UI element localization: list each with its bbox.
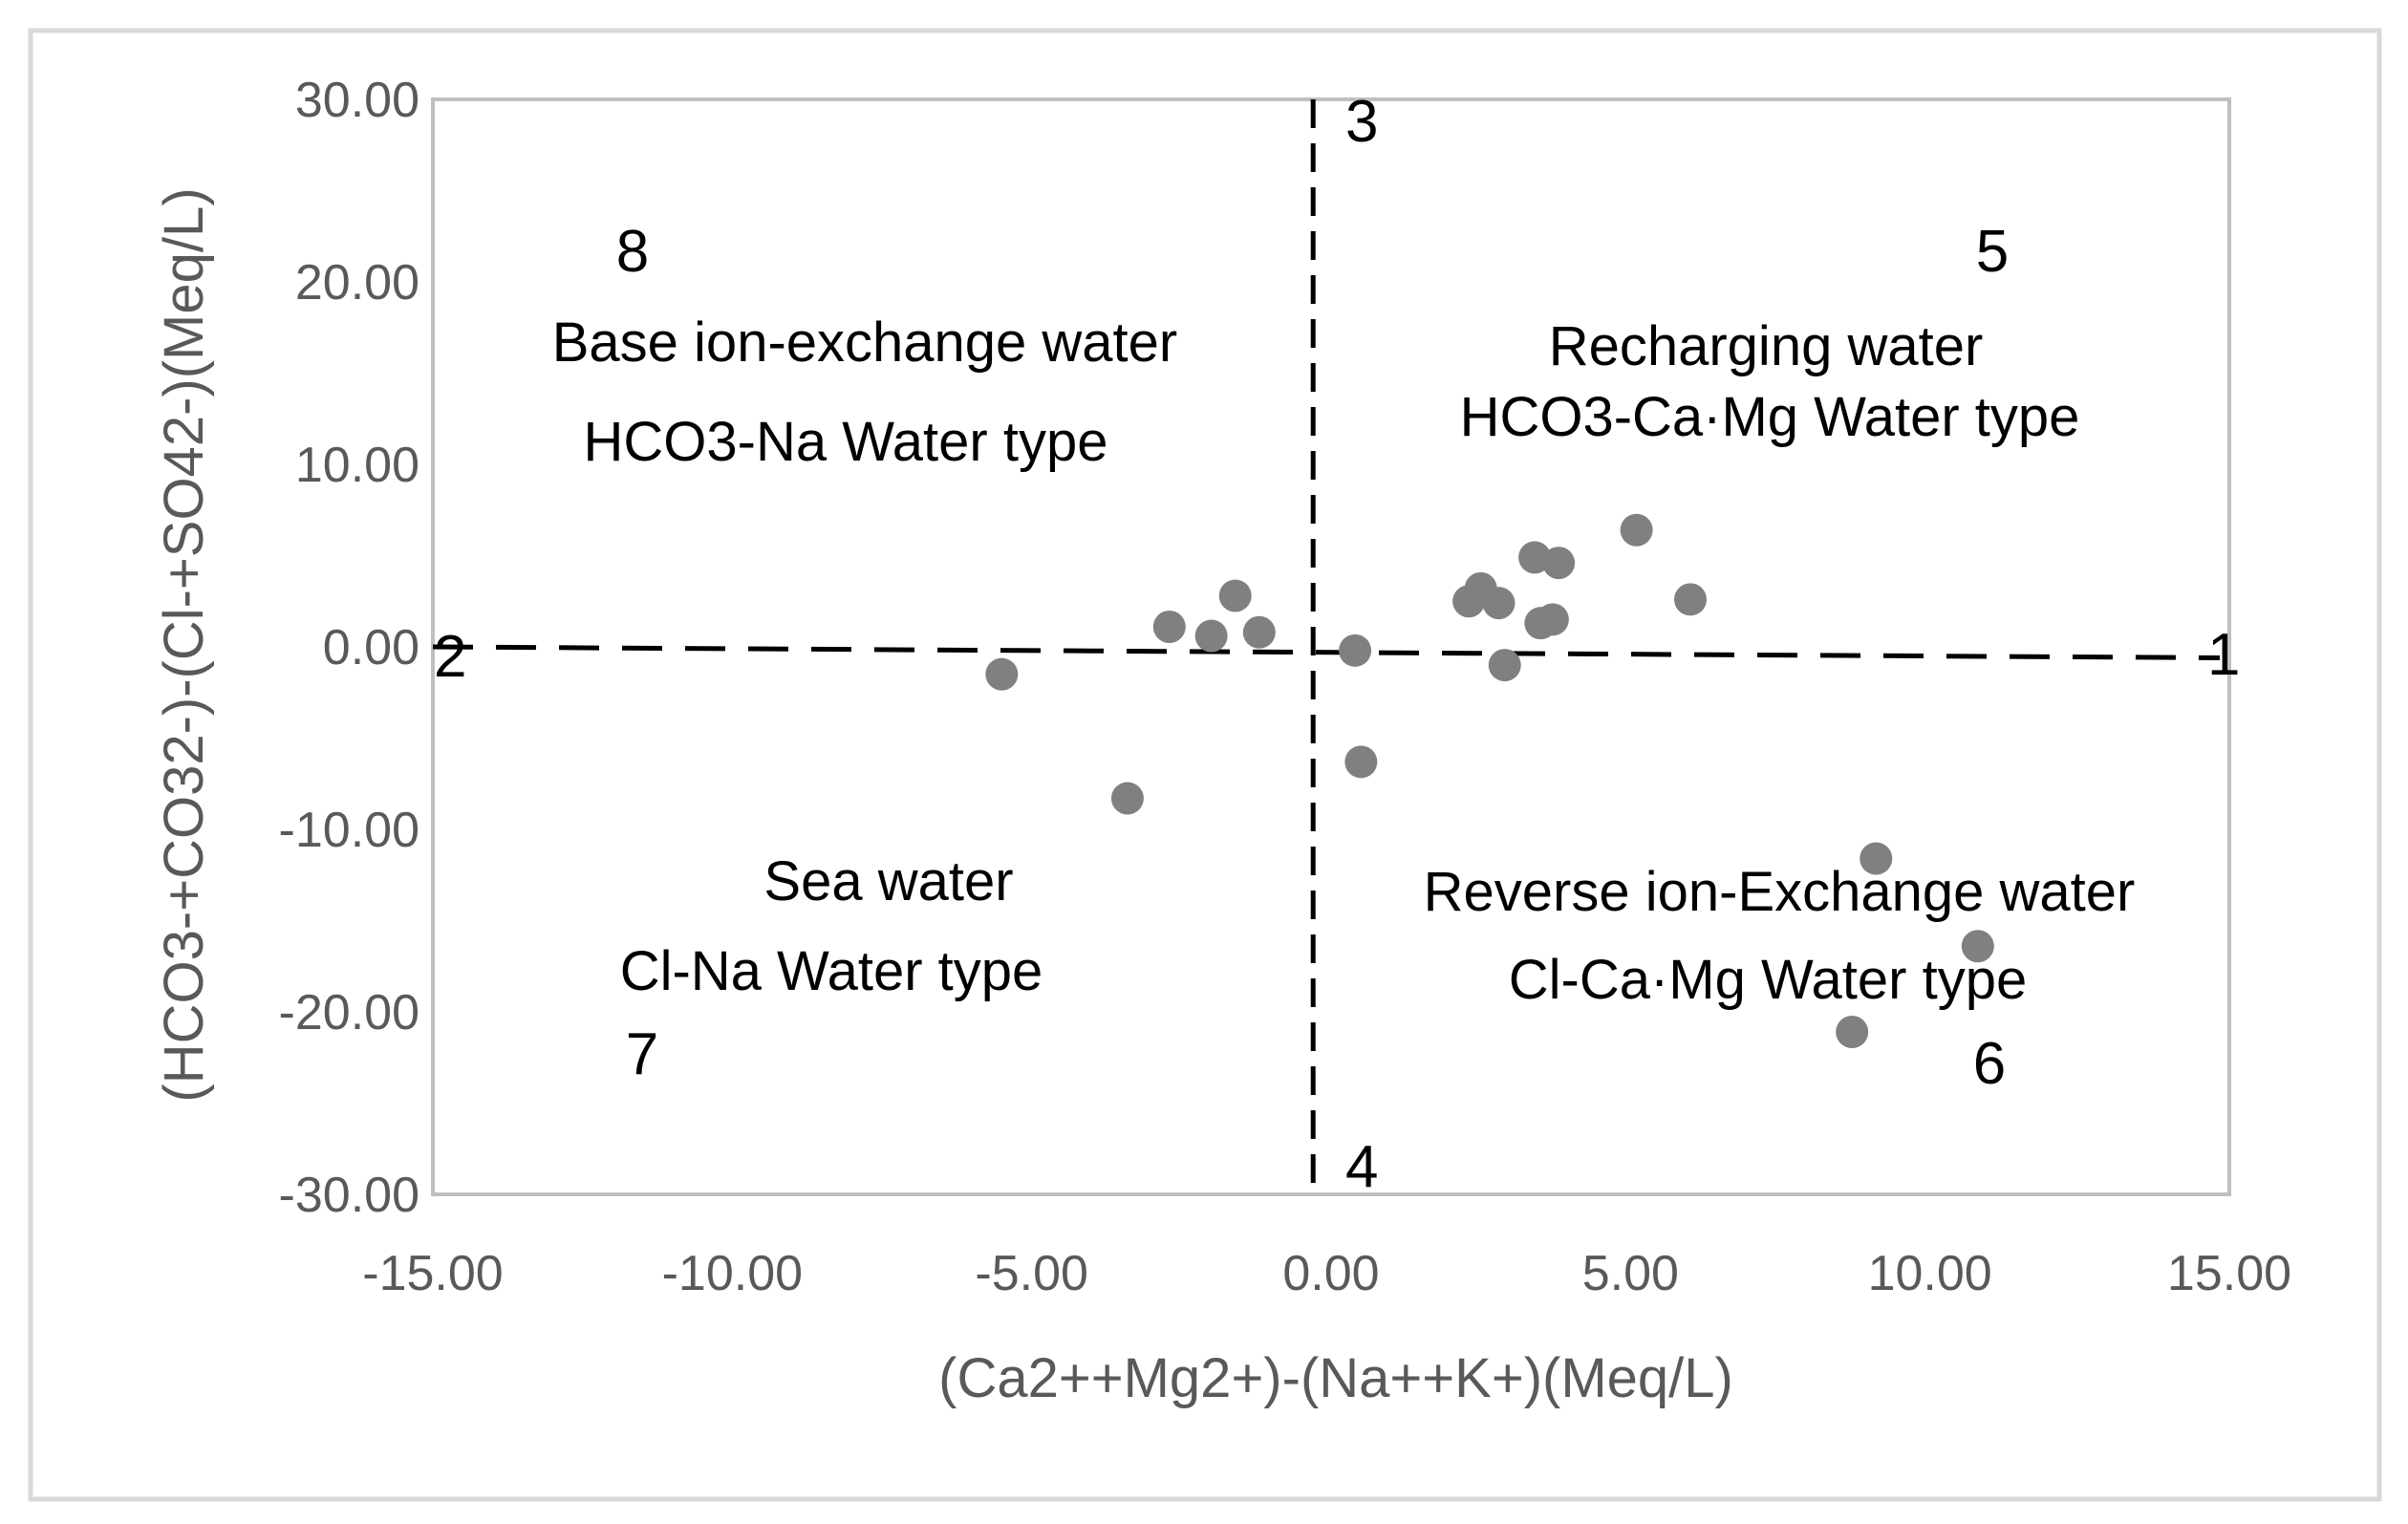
region-8-name: Base ion-exchange water (552, 311, 1178, 374)
region-6-name: Reverse ion-Exchange water (1424, 861, 2136, 923)
data-point (1836, 1016, 1869, 1049)
data-point (1482, 587, 1516, 620)
region-8-type: HCO3-Na Water type (584, 411, 1108, 473)
horizontal-divider-line (432, 644, 2221, 660)
data-point (1860, 842, 1893, 875)
data-point (1620, 513, 1653, 547)
x-axis-title: (Ca2++Mg2+)-(Na++K+)(Meq/L) (938, 1347, 1733, 1409)
region-7-type: Cl-Na Water type (620, 940, 1043, 1002)
region-number-7: 7 (626, 1021, 658, 1087)
region-number-6: 6 (1973, 1031, 2006, 1097)
data-point (985, 657, 1019, 691)
data-point (1344, 745, 1378, 779)
y-tick-label: -30.00 (279, 1168, 419, 1223)
data-point (1242, 615, 1276, 649)
y-tick-label: -20.00 (279, 985, 419, 1041)
data-point (1110, 782, 1144, 815)
region-number-5: 5 (1976, 219, 2009, 285)
x-tick-label: 15.00 (2167, 1246, 2291, 1301)
line-number-2: 2 (434, 624, 466, 690)
data-point (1542, 547, 1576, 580)
region-5-type: HCO3-Ca·Mg Water type (1460, 386, 2080, 448)
region-6-type: Cl-Ca·Mg Water type (1509, 949, 2028, 1011)
region-5-name: Recharging water (1549, 315, 1984, 377)
data-point (1152, 610, 1186, 643)
data-point (1194, 619, 1228, 653)
x-axis-ticks: -15.00 -10.00 -5.00 0.00 5.00 10.00 15.00 (362, 1246, 2291, 1301)
y-axis-ticks: 30.00 20.00 10.00 0.00 -10.00 -20.00 -30.00 (279, 73, 419, 1223)
x-tick-label: -15.00 (362, 1246, 503, 1301)
line-number-3: 3 (1345, 89, 1378, 155)
y-axis-title: (HCO3-+CO32-)-(Cl-+SO42-)(Meq/L) (153, 187, 215, 1102)
line-number-1: 1 (2207, 622, 2240, 688)
data-point (1536, 603, 1569, 636)
region-number-8: 8 (616, 219, 649, 285)
y-tick-label: 10.00 (295, 438, 419, 493)
x-tick-label: -10.00 (662, 1246, 803, 1301)
y-tick-label: 0.00 (323, 620, 419, 676)
data-point (1961, 930, 1994, 963)
x-tick-label: 5.00 (1582, 1246, 1679, 1301)
x-tick-label: 0.00 (1282, 1246, 1379, 1301)
data-point (1674, 583, 1707, 616)
data-point (1339, 633, 1372, 667)
data-points (985, 513, 1994, 1049)
line-number-4: 4 (1345, 1134, 1378, 1200)
region-7-name: Sea water (763, 850, 1013, 912)
x-tick-label: 10.00 (1868, 1246, 1992, 1301)
y-tick-label: 30.00 (295, 73, 419, 128)
x-tick-label: -5.00 (975, 1246, 1088, 1301)
y-tick-label: -10.00 (279, 803, 419, 858)
y-tick-label: 20.00 (295, 255, 419, 311)
chart-frame (28, 28, 2382, 1502)
data-point (1488, 649, 1521, 682)
data-point (1218, 579, 1252, 612)
